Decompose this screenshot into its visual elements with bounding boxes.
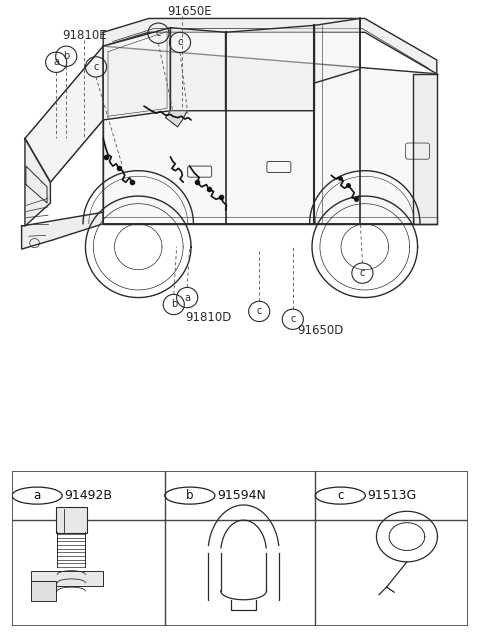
Text: b: b — [170, 300, 177, 310]
Text: 91810E: 91810E — [62, 29, 107, 42]
FancyBboxPatch shape — [31, 581, 56, 601]
Polygon shape — [166, 111, 187, 127]
Polygon shape — [170, 28, 226, 111]
Text: c: c — [177, 37, 183, 47]
FancyBboxPatch shape — [56, 507, 86, 533]
FancyBboxPatch shape — [31, 571, 103, 586]
Polygon shape — [22, 212, 103, 249]
Text: c: c — [337, 489, 344, 502]
Polygon shape — [314, 18, 360, 83]
Text: 91650E: 91650E — [167, 5, 212, 18]
Text: a: a — [34, 489, 41, 502]
Polygon shape — [103, 28, 170, 120]
Polygon shape — [226, 25, 314, 111]
Text: c: c — [290, 314, 296, 324]
Polygon shape — [103, 46, 437, 224]
Polygon shape — [25, 138, 50, 226]
Text: b: b — [63, 51, 70, 61]
Text: c: c — [93, 62, 99, 72]
Text: a: a — [184, 293, 190, 303]
Text: 91492B: 91492B — [64, 489, 112, 502]
Text: 91650D: 91650D — [298, 324, 344, 337]
Text: c: c — [156, 28, 161, 38]
Text: 91513G: 91513G — [368, 489, 417, 502]
Text: 91594N: 91594N — [217, 489, 266, 502]
Text: 91810D: 91810D — [185, 311, 231, 324]
Text: a: a — [53, 58, 59, 67]
Text: c: c — [360, 268, 365, 278]
Text: b: b — [186, 489, 193, 502]
Text: c: c — [256, 307, 262, 317]
Polygon shape — [413, 74, 437, 224]
Polygon shape — [103, 18, 437, 74]
Polygon shape — [25, 46, 103, 182]
